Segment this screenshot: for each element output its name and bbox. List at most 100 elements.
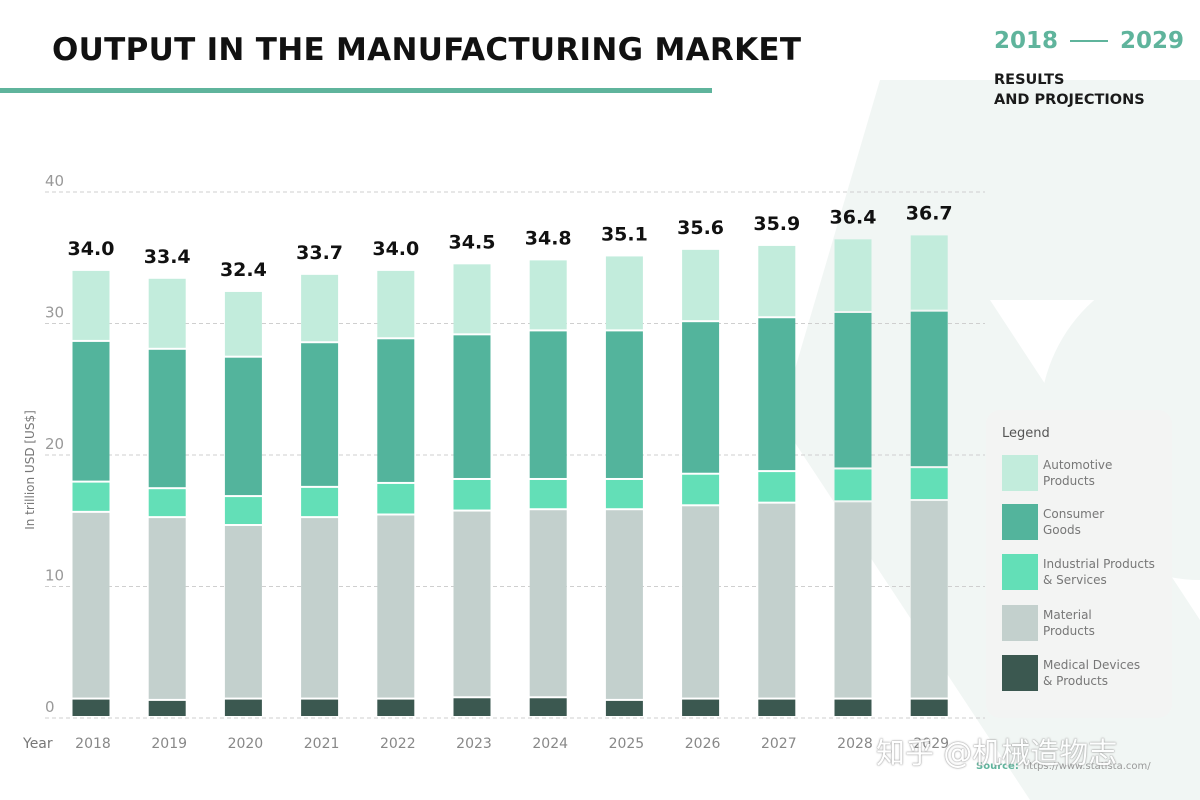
bar-segment — [529, 479, 567, 509]
bar-segment — [605, 479, 643, 509]
bar-segment — [910, 699, 948, 716]
page-title: OUTPUT IN THE MANUFACTURING MARKET — [52, 32, 802, 68]
bar-segment — [72, 512, 110, 698]
bar-segment — [224, 291, 262, 356]
x-tick-label: 2018 — [75, 736, 111, 752]
results-subtitle: RESULTS AND PROJECTIONS — [994, 70, 1145, 110]
bar-segment — [529, 260, 567, 330]
bar-segment — [758, 503, 796, 698]
bar-segment — [72, 270, 110, 340]
legend-label-line: Medical Devices — [1043, 658, 1141, 672]
bar-segment — [453, 479, 491, 510]
bar-total-label: 34.5 — [449, 231, 496, 253]
bar-segment — [834, 469, 872, 501]
legend-item-consumer: Consumer Goods — [1002, 504, 1172, 540]
bar-segment — [301, 487, 339, 517]
bar-segment — [682, 249, 720, 321]
x-tick-label: 2029 — [913, 736, 949, 752]
y-axis-label: In trillion USD [US$] — [23, 410, 37, 530]
x-tick-label: 2028 — [837, 736, 873, 752]
x-tick-label: 2027 — [761, 736, 797, 752]
bar-segment — [834, 239, 872, 311]
bar-segment — [682, 322, 720, 473]
year-range-dash — [1070, 40, 1109, 42]
title-underline — [0, 88, 712, 93]
x-tick-label: 2026 — [685, 736, 721, 752]
bar-segment — [910, 311, 948, 467]
legend-swatch-medical — [1002, 655, 1038, 691]
bar-segment — [148, 700, 186, 716]
bar-segment — [910, 468, 948, 500]
bar-segment — [453, 264, 491, 334]
legend-label-line: Industrial Products — [1043, 557, 1155, 571]
year-end: 2029 — [1120, 28, 1185, 54]
bar-segment — [301, 518, 339, 698]
legend-swatch-consumer — [1002, 504, 1038, 540]
source-credit: Source: https://www.statista.com/ — [976, 761, 1151, 772]
legend-label-line: Consumer — [1043, 507, 1105, 521]
bar-segment — [453, 698, 491, 716]
legend-item-industrial: Industrial Products & Services — [1002, 554, 1172, 590]
bar-segment — [377, 483, 415, 514]
bar-segment — [834, 699, 872, 716]
legend-label-line: Products — [1043, 624, 1095, 638]
source-link[interactable]: https://www.statista.com/ — [1022, 761, 1151, 772]
x-tick-label: 2022 — [380, 736, 416, 752]
bar-segment — [148, 489, 186, 517]
legend: Legend Automotive Products Consumer Good… — [986, 410, 1172, 718]
x-axis-label: Year — [22, 736, 53, 752]
bar-segment — [148, 349, 186, 488]
bar-segment — [301, 699, 339, 716]
year-range: 2018 2029 — [994, 28, 1184, 54]
bar-segment — [377, 515, 415, 698]
y-tick-label: 30 — [45, 304, 64, 322]
legend-item-medical: Medical Devices & Products — [1002, 655, 1172, 691]
year-start: 2018 — [994, 28, 1059, 54]
legend-title: Legend — [1002, 426, 1050, 441]
legend-label-automotive: Automotive Products — [1043, 457, 1171, 489]
legend-item-material: Material Products — [1002, 605, 1172, 641]
bar-total-label: 34.0 — [372, 238, 419, 260]
bar-segment — [529, 698, 567, 716]
bar-segment — [605, 510, 643, 699]
bar-segment — [529, 331, 567, 478]
bar-total-label: 36.7 — [906, 202, 953, 224]
bar-total-label: 35.1 — [601, 223, 648, 245]
y-tick-label: 20 — [45, 435, 64, 453]
x-tick-label: 2019 — [151, 736, 187, 752]
bar-segment — [148, 518, 186, 699]
legend-label-line: Products — [1043, 474, 1095, 488]
legend-swatch-automotive — [1002, 455, 1038, 491]
bar-segment — [377, 339, 415, 482]
x-tick-label: 2025 — [609, 736, 645, 752]
legend-item-automotive: Automotive Products — [1002, 455, 1172, 491]
bar-segment — [758, 318, 796, 471]
bar-segment — [529, 510, 567, 697]
bar-segment — [72, 341, 110, 481]
legend-label-industrial: Industrial Products & Services — [1043, 556, 1171, 588]
legend-label-medical: Medical Devices & Products — [1043, 657, 1171, 689]
bar-segment — [453, 335, 491, 478]
legend-label-line: & Services — [1043, 573, 1107, 587]
legend-label-line: Automotive — [1043, 458, 1113, 472]
bar-segment — [682, 699, 720, 716]
bar-segment — [834, 312, 872, 468]
bar-segment — [682, 474, 720, 505]
bar-total-label: 33.4 — [144, 246, 191, 268]
bar-segment — [682, 506, 720, 698]
bar-segment — [605, 331, 643, 478]
legend-label-line: Material — [1043, 608, 1092, 622]
bar-segment — [224, 526, 262, 698]
bar-segment — [301, 343, 339, 486]
bar-segment — [72, 482, 110, 511]
legend-label-line: & Products — [1043, 674, 1108, 688]
subtitle-line-2: AND PROJECTIONS — [994, 92, 1145, 108]
source-label: Source: — [976, 761, 1019, 772]
bar-segment — [224, 699, 262, 716]
bar-segment — [377, 699, 415, 716]
y-tick-label: 0 — [45, 698, 55, 716]
bar-total-label: 36.4 — [830, 206, 877, 228]
legend-swatch-material — [1002, 605, 1038, 641]
x-tick-label: 2020 — [228, 736, 264, 752]
